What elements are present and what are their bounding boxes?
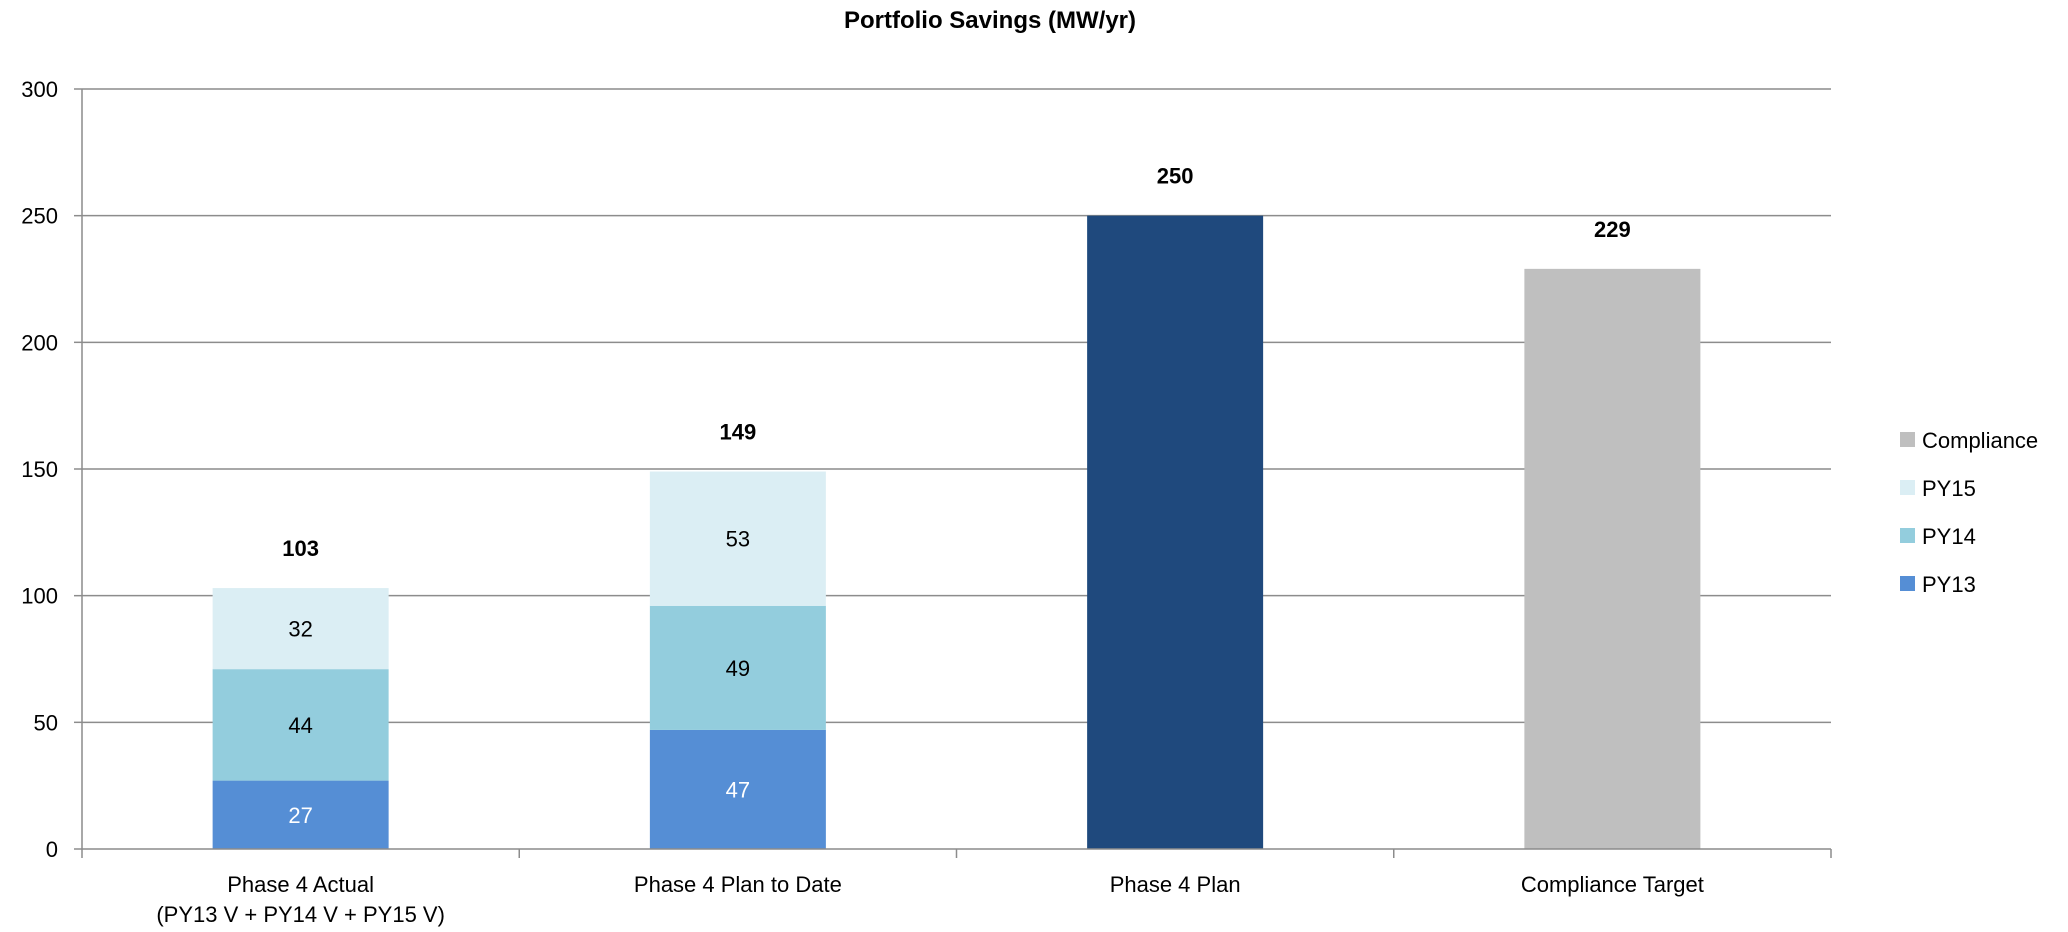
legend-swatch-py15: [1900, 480, 1915, 495]
data-label: 32: [288, 617, 312, 642]
total-label: 149: [720, 420, 757, 445]
category-label: Phase 4 Actual: [227, 872, 374, 897]
bar-segment-py15: [649, 471, 826, 606]
y-tick-label: 50: [34, 710, 58, 735]
bar-segment-py13: [649, 729, 826, 849]
data-label: 53: [726, 527, 750, 552]
bar-segment-py13: [212, 780, 389, 849]
y-tick-label: 250: [21, 204, 58, 229]
bar-segment-py14: [649, 605, 826, 730]
total-label: 229: [1594, 217, 1631, 242]
legend-label: PY13: [1922, 572, 1976, 597]
data-label: 47: [726, 777, 750, 802]
category-label: (PY13 V + PY14 V + PY15 V): [156, 902, 445, 927]
legend-swatch-py13: [1900, 576, 1915, 591]
y-tick-label: 200: [21, 330, 58, 355]
bars: 27 44 32 103 47 49 53 149 250 229: [212, 164, 1701, 849]
data-label: 27: [288, 803, 312, 828]
legend-label: PY15: [1922, 476, 1976, 501]
category-label: Compliance Target: [1521, 872, 1704, 897]
y-tick-label: 100: [21, 584, 58, 609]
total-label: 250: [1157, 164, 1194, 189]
y-tick-label: 300: [21, 77, 58, 102]
data-label: 49: [726, 656, 750, 681]
legend-label: PY14: [1922, 524, 1976, 549]
legend-label: Compliance: [1922, 428, 2038, 453]
y-tick-label: 0: [46, 837, 58, 862]
data-label: 44: [288, 713, 312, 738]
bar-segment-py14: [212, 669, 389, 781]
bar-segment-py15: [212, 588, 389, 670]
legend: Compliance PY15 PY14 PY13: [1900, 428, 2038, 597]
bar-segment-compliance: [1524, 268, 1701, 849]
axes: 0 50 100 150 200 250 300 Phase 4 Actual (PY13 V …: [21, 77, 1832, 927]
y-tick-label: 150: [21, 457, 58, 482]
bar-segment-py13: [1087, 215, 1264, 849]
category-label: Phase 4 Plan to Date: [634, 872, 842, 897]
legend-swatch-compliance: [1900, 432, 1915, 447]
total-label: 103: [282, 536, 319, 561]
chart-title: Portfolio Savings (MW/yr): [844, 7, 1136, 34]
category-label: Phase 4 Plan: [1110, 872, 1241, 897]
legend-swatch-py14: [1900, 528, 1915, 543]
